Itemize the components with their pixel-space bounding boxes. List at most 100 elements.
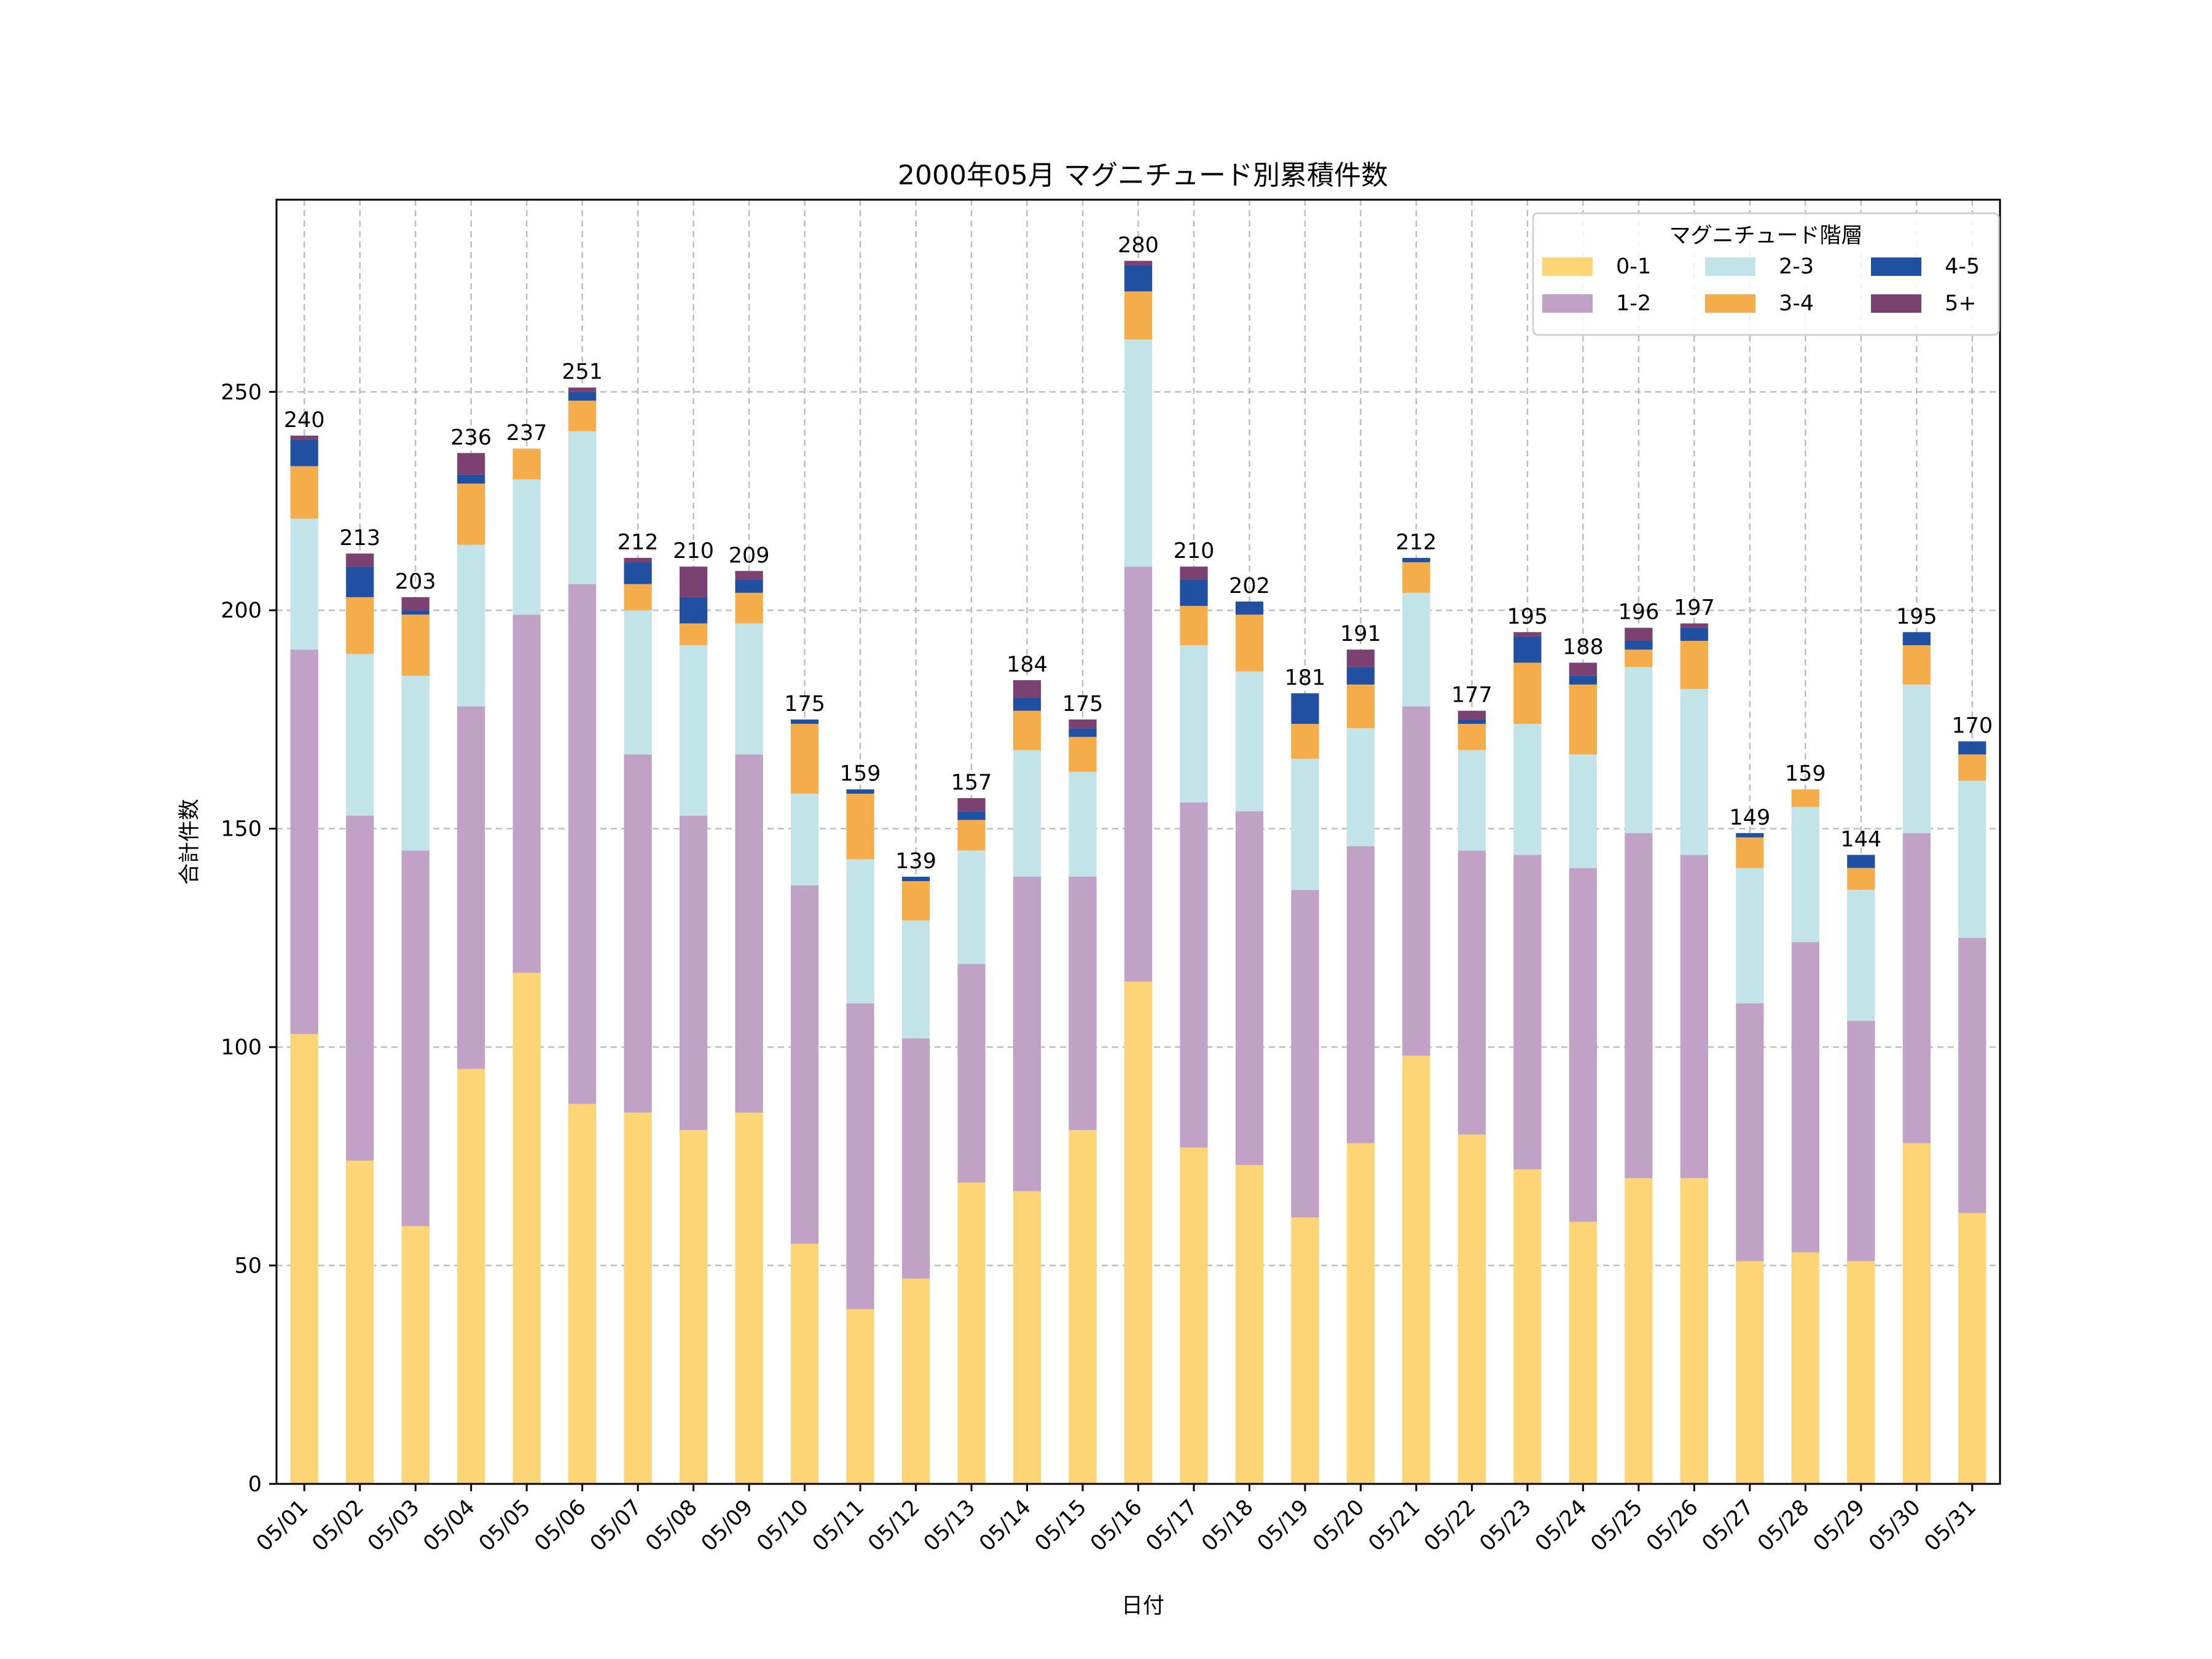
x-tick-label: 05/14 bbox=[975, 1495, 1036, 1556]
legend-label: 5+ bbox=[1945, 291, 1977, 316]
bar-segment-0-1 bbox=[346, 1160, 374, 1484]
bar-segment-2-3 bbox=[735, 623, 763, 755]
bar-segment-3-4 bbox=[1625, 649, 1653, 667]
bar-segment-0-1 bbox=[457, 1069, 485, 1484]
bar-segment-2-3 bbox=[1457, 750, 1486, 851]
x-tick-label: 05/09 bbox=[697, 1495, 758, 1556]
bar-segment-1-2 bbox=[1235, 811, 1264, 1166]
bar-segment-2-3 bbox=[1680, 689, 1708, 855]
bar-segment-0-1 bbox=[957, 1182, 986, 1484]
bar-segment-1-2 bbox=[1180, 802, 1208, 1148]
bar-segment-0-1 bbox=[1736, 1261, 1764, 1484]
bar-segment-0-1 bbox=[735, 1112, 763, 1484]
bar-segment-2-3 bbox=[624, 610, 652, 755]
x-tick-label: 05/24 bbox=[1531, 1495, 1592, 1556]
total-label: 139 bbox=[895, 849, 936, 874]
bar-segment-1-2 bbox=[624, 754, 652, 1113]
bar-segment-3-4 bbox=[1180, 606, 1208, 646]
bar-segment-0-1 bbox=[568, 1104, 597, 1484]
data-labels: 240 213 203 236 237 251 212 210 209 175 159 139 157 1… bbox=[284, 233, 1993, 874]
bar-segment-3-4 bbox=[346, 597, 374, 654]
total-label: 195 bbox=[1507, 605, 1548, 629]
bar-segment-3-4 bbox=[1346, 684, 1375, 729]
legend-label: 0-1 bbox=[1616, 254, 1651, 279]
total-label: 196 bbox=[1618, 600, 1659, 625]
x-tick-label: 05/25 bbox=[1586, 1495, 1648, 1556]
y-tick-label: 200 bbox=[221, 598, 262, 623]
legend-swatch-3-4 bbox=[1705, 294, 1755, 313]
bar-segment-3-4 bbox=[568, 401, 597, 431]
bar-segment-1-2 bbox=[568, 584, 597, 1104]
total-label: 202 bbox=[1229, 574, 1270, 598]
bar-segment-3-4 bbox=[901, 880, 930, 920]
legend: マグニチュード階層 0-1 1-2 2-3 3-4 4-5 5+ bbox=[1532, 212, 2000, 336]
bar-segment-4-5 bbox=[1402, 557, 1430, 563]
bar-segment-0-1 bbox=[401, 1226, 429, 1484]
bar-segment-4-5 bbox=[1958, 741, 1986, 755]
bar-segment-2-3 bbox=[680, 645, 708, 816]
bar-segment-1-2 bbox=[1847, 1021, 1875, 1261]
bar-segment-0-1 bbox=[680, 1130, 708, 1484]
bar-segment-0-1 bbox=[1402, 1056, 1430, 1484]
bar-segment-0-1 bbox=[512, 973, 541, 1484]
x-tick-label: 05/23 bbox=[1475, 1495, 1537, 1556]
bar-segment-0-1 bbox=[1902, 1143, 1931, 1484]
bar-segment-3-4 bbox=[790, 724, 819, 794]
y-tick-label: 50 bbox=[234, 1254, 262, 1279]
bar-segment-0-1 bbox=[1847, 1261, 1875, 1484]
legend-swatch-2-3 bbox=[1705, 257, 1755, 276]
x-tick-label: 05/02 bbox=[307, 1495, 369, 1556]
x-tick-label: 05/11 bbox=[808, 1495, 869, 1556]
bar-segment-1-2 bbox=[1680, 855, 1708, 1179]
bar-segment-1-2 bbox=[1958, 938, 1986, 1214]
total-label: 159 bbox=[1785, 762, 1826, 786]
bar-segment-1-2 bbox=[846, 1003, 874, 1309]
total-label: 157 bbox=[951, 771, 992, 795]
bar-segment-5+ bbox=[735, 571, 763, 580]
bar-segment-1-2 bbox=[1791, 942, 1819, 1253]
bar-segment-2-3 bbox=[1847, 890, 1875, 1021]
x-tick-label: 05/21 bbox=[1364, 1495, 1426, 1556]
bar-segment-2-3 bbox=[1402, 592, 1430, 707]
legend-swatch-0-1 bbox=[1542, 257, 1593, 276]
bar-segment-0-1 bbox=[790, 1244, 819, 1484]
bar-segment-4-5 bbox=[1847, 855, 1875, 868]
bar-segment-4-5 bbox=[1513, 636, 1542, 663]
bar-segment-1-2 bbox=[1291, 890, 1319, 1218]
bar-segment-2-3 bbox=[1625, 667, 1653, 833]
bar-segment-0-1 bbox=[901, 1278, 930, 1484]
bar-segment-5+ bbox=[680, 567, 708, 597]
bar-segment-1-2 bbox=[1902, 833, 1931, 1143]
bar-segment-2-3 bbox=[401, 675, 429, 851]
x-tick-label: 05/06 bbox=[530, 1495, 591, 1556]
bar-segment-4-5 bbox=[1902, 632, 1931, 646]
x-axis: 05/0105/0205/0305/0405/0505/0605/0705/08… bbox=[252, 1484, 1981, 1556]
y-tick-label: 150 bbox=[221, 817, 262, 842]
x-axis-label: 日付 bbox=[1121, 1594, 1164, 1618]
total-label: 210 bbox=[1174, 539, 1215, 563]
bar-segment-2-3 bbox=[1346, 728, 1375, 847]
bar-segment-4-5 bbox=[680, 597, 708, 624]
bar-segment-2-3 bbox=[1291, 758, 1319, 890]
legend-label: 1-2 bbox=[1616, 291, 1651, 316]
total-label: 212 bbox=[1396, 530, 1437, 555]
bar-segment-0-1 bbox=[1069, 1130, 1097, 1484]
bar-segment-2-3 bbox=[1902, 684, 1931, 833]
bar-segment-1-2 bbox=[1402, 706, 1430, 1056]
x-tick-label: 05/22 bbox=[1419, 1495, 1481, 1556]
bar-segment-5+ bbox=[1569, 662, 1597, 676]
legend-label: 2-3 bbox=[1779, 254, 1814, 279]
bar-segment-0-1 bbox=[1013, 1191, 1041, 1484]
bar-segment-2-3 bbox=[512, 479, 541, 615]
bar-segment-0-1 bbox=[1180, 1147, 1208, 1484]
y-axis-label: 合計件数 bbox=[178, 799, 202, 885]
x-tick-label: 05/19 bbox=[1253, 1495, 1314, 1556]
bar-segment-3-4 bbox=[1402, 562, 1430, 593]
bar-segment-2-3 bbox=[1569, 754, 1597, 868]
bar-segment-4-5 bbox=[735, 579, 763, 593]
bar-segment-5+ bbox=[1124, 261, 1153, 265]
bar-segment-0-1 bbox=[290, 1033, 318, 1484]
bar-segment-1-2 bbox=[790, 885, 819, 1244]
total-label: 195 bbox=[1896, 605, 1937, 629]
x-tick-label: 05/08 bbox=[641, 1495, 702, 1556]
